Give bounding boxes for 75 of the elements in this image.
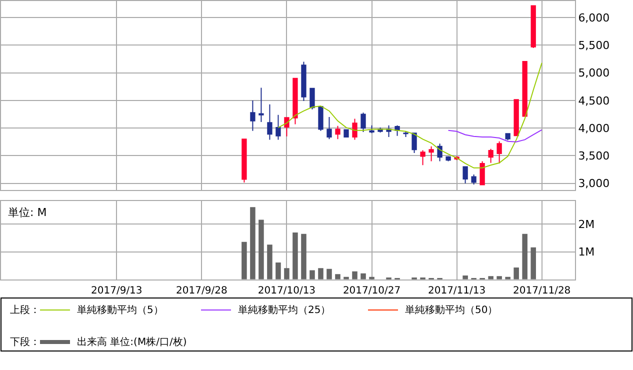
bar xyxy=(352,271,358,280)
bar xyxy=(326,268,332,280)
x-tick-label: 2017/9/13 xyxy=(91,285,142,296)
candlestick xyxy=(428,146,434,162)
bar xyxy=(514,268,519,280)
bar xyxy=(488,276,494,280)
y-tick-label: 3,500 xyxy=(578,150,610,163)
candlestick xyxy=(326,116,332,140)
bar xyxy=(360,273,366,280)
line-series xyxy=(448,129,542,142)
candlestick xyxy=(514,99,519,136)
legend-label: 単純移動平均（5） xyxy=(77,304,164,316)
line-series xyxy=(278,62,542,168)
candlestick xyxy=(310,88,315,110)
bar xyxy=(276,262,281,280)
candlestick xyxy=(530,5,536,48)
candlestick xyxy=(352,118,358,140)
candlestick xyxy=(446,156,451,162)
y-tick-label: 6,000 xyxy=(578,11,610,24)
bar xyxy=(250,207,256,280)
y-tick-label: 4,000 xyxy=(578,122,610,135)
legend-title: 下段： xyxy=(10,336,40,348)
candlestick xyxy=(284,117,290,137)
legend-label: 単純移動平均（25） xyxy=(238,304,331,316)
legend-label: 出来高 単位:(M株/口/枚) xyxy=(77,336,187,348)
candlestick xyxy=(250,100,256,132)
candlestick xyxy=(437,143,442,162)
candlestick xyxy=(258,87,264,123)
bar xyxy=(335,274,340,280)
bar xyxy=(267,244,272,280)
candlestick xyxy=(420,150,426,166)
candlestick xyxy=(480,160,485,186)
bar xyxy=(310,270,315,280)
y-tick-label: 1M xyxy=(578,246,595,259)
y-tick-label: 2M xyxy=(578,218,595,232)
candlestick xyxy=(344,129,349,138)
bar xyxy=(292,232,298,280)
candlestick xyxy=(242,138,247,184)
x-tick-label: 2017/10/27 xyxy=(342,285,401,296)
bar xyxy=(522,234,528,280)
candlestick xyxy=(301,61,306,102)
y-tick-label: 4,500 xyxy=(578,94,610,108)
legend-title: 上段： xyxy=(10,304,40,316)
candlestick xyxy=(360,112,366,132)
bar xyxy=(301,234,306,280)
legend-label: 単純移動平均（50） xyxy=(405,304,498,316)
bar xyxy=(258,220,264,280)
candlestick xyxy=(496,140,502,164)
bar xyxy=(318,268,324,280)
x-tick-label: 2017/9/28 xyxy=(176,285,228,296)
y-tick-label: 5,500 xyxy=(578,39,610,52)
candlestick xyxy=(403,130,408,138)
annotation: 単位: M xyxy=(8,206,47,219)
candlestick xyxy=(471,174,476,185)
x-tick-label: 2017/11/13 xyxy=(428,285,486,296)
candlestick xyxy=(335,125,340,140)
x-tick-label: 2017/10/13 xyxy=(258,285,316,296)
candlestick xyxy=(292,78,298,125)
candlestick xyxy=(505,133,510,141)
candlestick xyxy=(369,124,374,134)
candlestick xyxy=(267,104,272,140)
bar xyxy=(462,276,468,280)
bar xyxy=(242,242,247,280)
y-tick-label: 3,000 xyxy=(578,177,610,190)
y-tick-label: 5,000 xyxy=(578,66,610,80)
candlestick xyxy=(276,114,281,140)
bar xyxy=(496,276,502,280)
candlestick xyxy=(412,132,417,154)
candlestick xyxy=(318,106,324,132)
bar xyxy=(530,247,536,280)
candlestick xyxy=(462,166,468,184)
bar xyxy=(284,268,290,280)
candlestick xyxy=(522,61,528,117)
candlestick xyxy=(488,148,494,164)
x-tick-label: 2017/11/28 xyxy=(513,285,571,296)
